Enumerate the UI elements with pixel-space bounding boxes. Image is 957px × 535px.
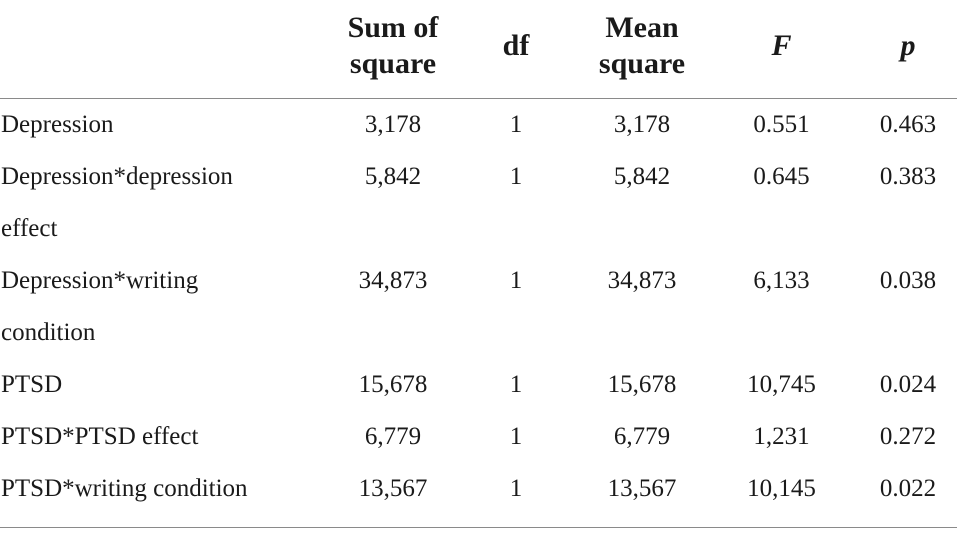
header-sum-of-square-line2: square xyxy=(349,46,437,80)
cell-df: 1 xyxy=(509,370,523,398)
row-label: Depression*depression effect xyxy=(0,151,318,255)
table-row: PTSD*PTSD effect 6,779 1 6,779 1,231 0.2… xyxy=(0,411,957,463)
header-mean-square: Mean square xyxy=(564,0,720,99)
cell-f: 10,145 xyxy=(720,462,843,528)
header-sum-of-square-line1: Sum of xyxy=(347,10,439,44)
table-row: Depression*writing condition 34,873 1 34… xyxy=(0,255,957,359)
cell-f: 10,745 xyxy=(747,370,816,398)
row-label: PTSD xyxy=(1,370,63,398)
cell-p: 0.038 xyxy=(879,266,937,294)
cell-mean-square: 5,842 xyxy=(613,162,671,190)
cell-mean-square: 34,873 xyxy=(607,266,677,294)
cell-df: 1 xyxy=(509,422,523,450)
table-row: Depression*depression effect 5,842 1 5,8… xyxy=(0,151,957,255)
cell-mean-square: 6,779 xyxy=(613,422,671,450)
cell-f: 6,133 xyxy=(753,266,810,294)
cell-p: 0.383 xyxy=(879,162,937,190)
cell-f: 0.645 xyxy=(753,162,810,190)
cell-df: 1 xyxy=(509,162,523,190)
cell-df: 1 xyxy=(509,266,523,294)
row-label-line1: Depression*writing xyxy=(1,266,199,294)
table-header: Sum of square df Mean square F p xyxy=(0,0,957,99)
row-label: PTSD*PTSD effect xyxy=(1,422,199,450)
cell-df: 1 xyxy=(509,110,523,138)
table-row: PTSD 15,678 1 15,678 10,745 0.024 xyxy=(0,359,957,411)
table-row: PTSD*writing condition 13,567 1 13,567 1… xyxy=(0,462,957,528)
cell-sum-of-square: 15,678 xyxy=(358,370,428,398)
cell-f: 1,231 xyxy=(753,422,810,450)
cell-sum-of-square: 3,178 xyxy=(364,110,422,138)
row-label-line1: Depression*depression xyxy=(1,162,233,190)
row-label-line2: condition xyxy=(1,318,96,346)
header-label xyxy=(0,0,318,99)
cell-sum-of-square: 6,779 xyxy=(364,422,422,450)
cell-p: 0.022 xyxy=(843,462,957,528)
cell-mean-square: 3,178 xyxy=(613,110,671,138)
header-sum-of-square: Sum of square xyxy=(318,0,468,99)
cell-mean-square: 13,567 xyxy=(564,462,720,528)
header-f: F xyxy=(720,0,843,99)
header-p: p xyxy=(843,0,957,99)
cell-p: 0.024 xyxy=(879,370,937,398)
cell-df: 1 xyxy=(468,462,564,528)
cell-f: 0.551 xyxy=(753,110,810,138)
cell-sum-of-square: 34,873 xyxy=(358,266,428,294)
table-body: Depression 3,178 1 3,178 0.551 0.463 Dep… xyxy=(0,98,957,528)
header-df: df xyxy=(468,0,564,99)
header-mean-square-line1: Mean xyxy=(605,10,679,44)
header-row: Sum of square df Mean square F p xyxy=(0,0,957,99)
cell-p: 0.463 xyxy=(879,110,937,138)
cell-p: 0.272 xyxy=(879,422,937,450)
cell-sum-of-square: 13,567 xyxy=(318,462,468,528)
cell-mean-square: 15,678 xyxy=(607,370,677,398)
row-label: Depression xyxy=(1,110,114,138)
row-label-line2: effect xyxy=(1,214,58,242)
cell-sum-of-square: 5,842 xyxy=(364,162,422,190)
header-mean-square-line2: square xyxy=(598,46,686,80)
row-label: Depression*writing condition xyxy=(0,255,318,359)
row-label: PTSD*writing condition xyxy=(0,462,318,528)
table-row: Depression 3,178 1 3,178 0.551 0.463 xyxy=(0,98,957,151)
